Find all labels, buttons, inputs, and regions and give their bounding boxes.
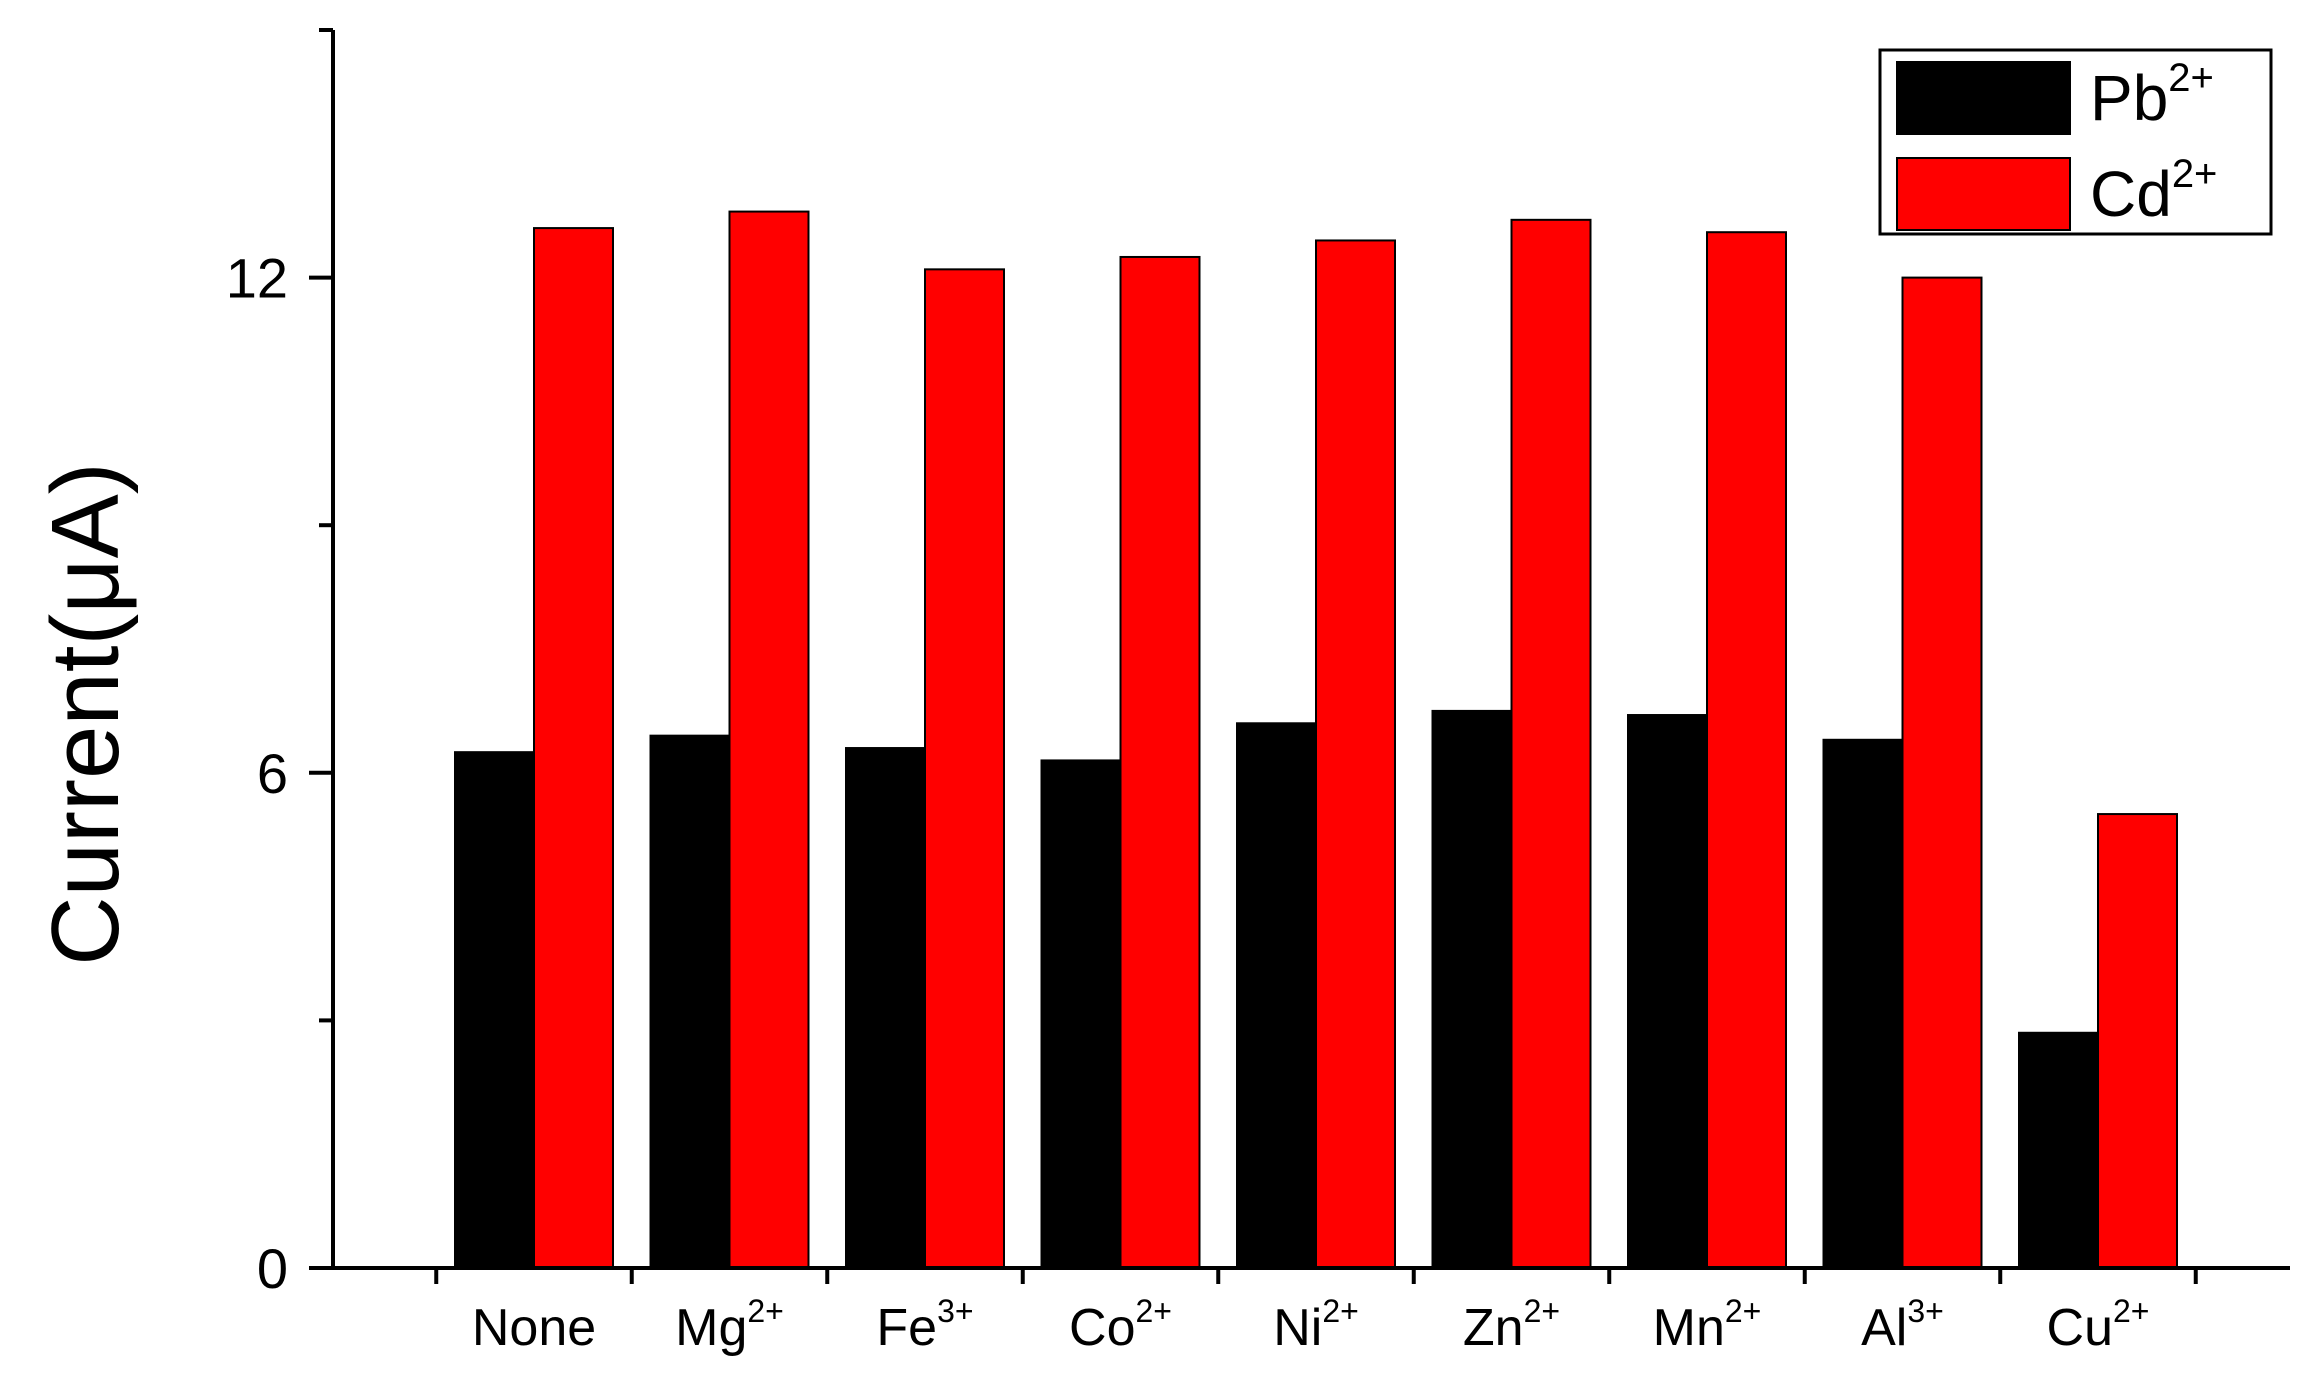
legend-swatch-cd — [1896, 157, 2071, 231]
bars-layer — [454, 210, 2178, 1270]
y-axis-label: Current(μA) — [32, 462, 139, 965]
x-tick-label: Cu2+ — [2047, 1293, 2150, 1357]
bar-cd-co — [1119, 255, 1201, 1269]
bar-pb-al — [1822, 738, 1904, 1269]
x-tick-labels: None Mg2+ Fe3+ Co2+ Ni2+ Zn2+ Mn2+ Al3+ Cu2+ — [472, 1293, 2150, 1357]
x-tick-label: None — [472, 1299, 596, 1357]
legend-swatch-pb — [1896, 61, 2071, 135]
x-tick-label: Co2+ — [1069, 1293, 1172, 1357]
x-tick-label: Ni2+ — [1273, 1293, 1359, 1357]
bar-pb-ni — [1236, 722, 1317, 1269]
bar-pb-zn — [1431, 709, 1513, 1269]
x-tick-label: Al3+ — [1861, 1293, 1944, 1357]
x-tick-label: Mg2+ — [675, 1293, 784, 1357]
legend: Pb2+ Cd2+ — [1878, 48, 2273, 236]
bar-pb-none — [454, 751, 535, 1269]
bar-cd-mg — [728, 210, 810, 1269]
bar-cd-none — [533, 227, 614, 1270]
bar-cd-ni — [1315, 239, 1396, 1270]
x-tick-label: Fe3+ — [876, 1293, 973, 1357]
y-tick-label: 0 — [257, 1237, 288, 1300]
bar-cd-mn — [1706, 231, 1787, 1269]
bar-cd-al — [1901, 276, 1983, 1270]
bar-cd-cu — [2097, 813, 2178, 1269]
y-tick-label: 12 — [226, 247, 288, 310]
bar-pb-co — [1040, 759, 1122, 1269]
axes-layer — [309, 28, 2290, 1284]
bar-cd-zn — [1510, 218, 1592, 1269]
legend-label-pb: Pb2+ — [2090, 56, 2214, 134]
bar-pb-mn — [1627, 714, 1708, 1269]
x-tick-label: Mn2+ — [1653, 1293, 1762, 1357]
y-tick-labels: 0 6 12 — [226, 247, 288, 1300]
x-tick-label: Zn2+ — [1463, 1293, 1560, 1357]
bar-pb-fe — [845, 747, 926, 1269]
bar-pb-mg — [649, 734, 731, 1269]
legend-label-cd: Cd2+ — [2090, 152, 2217, 230]
y-tick-label: 6 — [257, 742, 288, 805]
bar-cd-fe — [924, 268, 1005, 1269]
bar-pb-cu — [2018, 1031, 2099, 1270]
